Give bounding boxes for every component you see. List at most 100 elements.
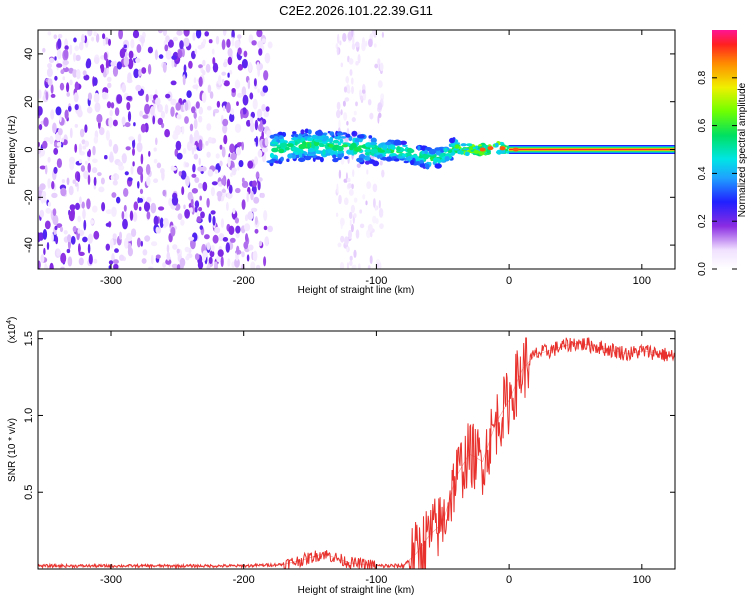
spectrogram-speckle: [68, 105, 72, 112]
spectrogram-speckle: [47, 156, 51, 163]
spectrogram-speckle: [78, 159, 82, 164]
spectrogram-speckle: [44, 220, 51, 230]
spectrogram-speckle: [206, 197, 210, 208]
spectrogram-speckle: [263, 210, 268, 221]
spectrogram-speckle: [352, 36, 355, 46]
spectrogram-signal-blob: [402, 144, 408, 147]
spectrogram-speckle: [256, 61, 260, 71]
spectrogram-speckle: [193, 111, 197, 119]
spectrogram-speckle: [210, 210, 216, 215]
spectrogram-speckle: [119, 254, 125, 261]
spectrogram-signal-blob: [292, 131, 297, 135]
spectrogram-signal-blob: [454, 142, 461, 145]
spectrogram-speckle: [109, 238, 114, 249]
spectrogram-speckle: [195, 101, 200, 109]
spectrogram-speckle: [176, 30, 183, 36]
spectrogram-speckle: [164, 129, 171, 138]
spectrogram-signal-blob: [329, 131, 335, 136]
spectrogram-speckle: [179, 257, 186, 267]
spectrogram-speckle: [179, 40, 184, 50]
spectrogram-speckle: [362, 194, 366, 200]
spectrogram-speckle: [40, 254, 45, 263]
spectrogram-speckle: [347, 183, 352, 189]
x-tick-label: -100: [365, 275, 387, 287]
spectrogram-speckle: [205, 140, 209, 146]
spectrogram-speckle: [195, 30, 202, 39]
spectrogram-speckle: [162, 30, 167, 36]
spectrogram-speckle: [211, 48, 215, 55]
spectrogram-speckle: [247, 160, 254, 169]
spectrogram-speckle: [258, 48, 263, 56]
spectrogram-signal-blob: [345, 133, 351, 138]
spectrogram-peak: [479, 147, 486, 152]
spectrogram-speckle: [206, 105, 212, 111]
spectrogram-speckle: [263, 70, 269, 81]
spectrogram-speckle: [114, 60, 117, 66]
spectrogram-speckle: [336, 46, 339, 56]
spectrogram-speckle: [252, 250, 258, 262]
spectrogram-speckle: [353, 213, 357, 219]
spectrogram-speckle: [227, 72, 230, 78]
spectrogram-speckle: [150, 106, 155, 116]
spectrogram-speckle: [350, 224, 354, 233]
spectrogram-y-ticks: -40 -20 0 20 40: [23, 48, 675, 253]
spectrogram-peak: [487, 146, 494, 151]
spectrogram-speckle: [261, 104, 266, 112]
spectrogram-speckle: [250, 190, 254, 201]
spectrogram-speckle: [379, 62, 384, 72]
spectrogram-speckle: [64, 109, 69, 120]
spectrogram-speckle: [183, 64, 187, 73]
spectrogram-speckle: [138, 206, 142, 211]
spectrogram-speckle: [253, 196, 260, 204]
spectrogram-signal-blob: [418, 155, 424, 159]
spectrogram-signal-blob: [393, 139, 402, 146]
spectrogram-speckle: [123, 187, 129, 197]
spectrogram-signal-blob: [314, 146, 319, 151]
spectrogram-speckle: [350, 204, 355, 214]
spectrogram-speckle: [235, 225, 241, 234]
spectrogram-speckle: [100, 177, 105, 185]
spectrogram-signal-blob: [397, 156, 405, 159]
spectrogram-signal-blob: [318, 142, 323, 147]
spectrogram-speckle: [67, 234, 72, 243]
spectrogram-speckle: [357, 54, 361, 64]
spectrogram-speckle: [369, 231, 373, 238]
spectrogram-speckle: [154, 49, 158, 60]
x-tick-label: -200: [233, 574, 255, 586]
spectrogram-signal-blob: [339, 136, 347, 139]
colorbar-tick-label: 0.0: [697, 262, 708, 276]
spectrogram-speckle: [230, 108, 235, 115]
spectrogram-speckle: [261, 147, 269, 153]
spectrogram-speckle: [79, 128, 85, 138]
spectrogram-speckle: [63, 230, 68, 235]
spectrogram-speckle: [92, 145, 96, 156]
spectrogram-speckle: [62, 60, 69, 66]
spectrogram-speckle: [183, 30, 190, 37]
spectrogram-speckle: [60, 252, 67, 264]
spectrogram-speckle: [216, 100, 221, 108]
spectrogram-speckle: [372, 183, 378, 193]
spectrogram-speckle: [38, 232, 41, 243]
spectrogram-speckle: [222, 118, 229, 127]
spectrogram-speckle: [88, 253, 93, 265]
spectrogram-speckle: [39, 183, 46, 191]
spectrogram-speckle: [263, 256, 267, 267]
spectrogram-speckle: [252, 180, 257, 187]
spectrogram-speckle: [381, 31, 384, 38]
spectrogram-speckle: [148, 150, 151, 157]
spectrogram-speckle: [116, 94, 123, 104]
spectrogram-speckle: [340, 235, 345, 243]
spectrogram-speckle: [349, 260, 353, 266]
x-tick-label: -300: [100, 275, 122, 287]
spectrogram-speckle: [212, 215, 216, 226]
spectrogram-speckle: [258, 240, 263, 247]
colorbar-ticks: 0.0 0.2 0.4 0.6 0.8: [697, 70, 737, 276]
spectrogram-speckle: [351, 183, 354, 190]
spectrogram-speckle: [102, 33, 106, 40]
spectrogram-x-ticks: -300 -200 -100 0 100: [100, 30, 651, 287]
spectrogram-signal-blob: [343, 156, 349, 160]
spectrogram-speckle: [340, 62, 343, 68]
spectrogram-speckle: [165, 35, 170, 43]
spectrogram-signal-blob: [434, 163, 442, 169]
spectrogram-speckle: [346, 121, 349, 126]
